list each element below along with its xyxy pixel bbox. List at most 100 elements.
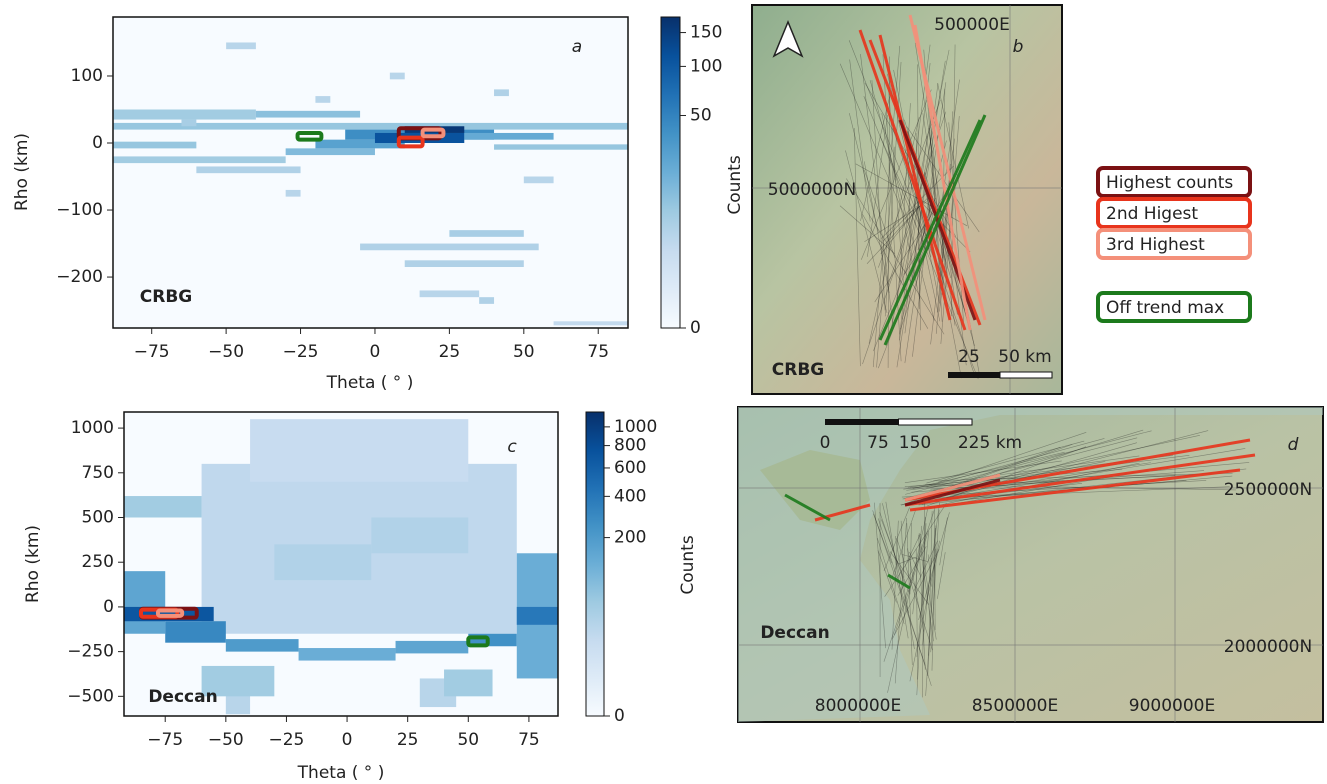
coast-land <box>760 450 870 530</box>
lineament <box>862 205 917 365</box>
lineament <box>926 440 1085 484</box>
lineament <box>878 99 941 268</box>
lineament <box>894 517 908 684</box>
x-tick-label: −75 <box>147 730 183 750</box>
colorbar-tick-label: 0 <box>690 318 701 338</box>
map-grid-label: 2500000N <box>1224 480 1312 500</box>
heatmap-cell <box>419 290 480 298</box>
heatmap-cell <box>250 419 469 482</box>
lineament <box>905 430 1152 495</box>
legend-label: Highest counts <box>1106 173 1233 193</box>
highlighted-lineament <box>883 114 987 346</box>
lineament <box>880 201 924 255</box>
y-tick-label: 0 <box>103 597 114 617</box>
y-tick-label: 0 <box>92 133 103 153</box>
lineament <box>925 502 940 605</box>
lineament <box>926 438 1105 487</box>
lineament <box>892 509 916 577</box>
lineament <box>928 128 943 259</box>
lineament <box>916 530 930 657</box>
scale-bar-black <box>948 372 1000 378</box>
lineament <box>846 178 945 335</box>
scale-bar-label: 50 km <box>998 347 1051 367</box>
highlight-box <box>295 130 324 142</box>
lineament <box>930 509 940 653</box>
lineament <box>892 548 940 639</box>
lineament <box>939 517 948 566</box>
lineament <box>876 146 896 368</box>
lineament <box>915 196 971 253</box>
lineament <box>921 442 1138 505</box>
x-tick-label: 50 <box>513 342 535 362</box>
lineament <box>930 138 955 345</box>
lineament <box>896 537 933 651</box>
heatmap-cell <box>255 110 361 118</box>
lineament <box>901 480 1207 498</box>
lineament <box>860 96 890 222</box>
lineament <box>927 199 962 379</box>
lineament <box>937 83 969 229</box>
heatmap-cell <box>274 544 372 581</box>
heatmap-cell <box>124 496 202 518</box>
lineament <box>871 80 886 311</box>
lineament <box>867 114 888 257</box>
legend-box <box>1096 197 1252 229</box>
lineament <box>933 430 1209 502</box>
lineament <box>904 460 1062 483</box>
lineament <box>873 513 893 564</box>
lineament <box>849 113 879 233</box>
highlighted-lineament <box>858 29 967 331</box>
highlighted-lineament <box>904 453 1256 507</box>
lineament <box>866 197 928 264</box>
x-axis-label: Theta ( ° ) <box>297 763 385 783</box>
lineament <box>922 517 926 606</box>
legend: Highest counts 2nd Higest 3rd Highest Off t… <box>1096 166 1252 323</box>
highlight-box <box>420 127 446 139</box>
highlighted-lineament <box>887 573 911 590</box>
lineament <box>907 548 924 632</box>
lineament <box>915 548 918 680</box>
lineament <box>940 116 960 344</box>
lineament <box>860 89 932 260</box>
lineament <box>891 520 899 650</box>
lineament <box>899 103 911 283</box>
y-tick-label: −250 <box>67 642 114 662</box>
panel-label: a <box>572 37 582 57</box>
lineament <box>907 455 1140 488</box>
lineament <box>945 200 967 366</box>
lineament <box>922 557 932 645</box>
lineament <box>928 511 933 656</box>
cells <box>113 42 628 326</box>
y-tick-label: −100 <box>56 200 103 220</box>
highlighted-lineament <box>913 24 972 331</box>
lineament <box>925 548 936 696</box>
lineament <box>860 54 894 324</box>
lineament <box>839 205 895 254</box>
highlight-box <box>155 608 185 618</box>
heatmap-cell <box>553 321 628 326</box>
heatmap-cell <box>181 119 197 127</box>
heatmap-cell <box>201 665 275 697</box>
lineament <box>904 468 1123 487</box>
scale-bar-label: 225 km <box>958 433 1022 453</box>
lineament <box>845 150 888 314</box>
heatmap-cell <box>523 176 554 184</box>
map-grid-label: 9000000E <box>1129 696 1215 716</box>
x-tick-label: 75 <box>587 342 609 362</box>
legend-box <box>1096 228 1252 260</box>
heatmap-cell <box>516 606 558 625</box>
lineament <box>906 533 921 564</box>
colorbar-label: Counts <box>678 535 698 594</box>
heatmap-cell <box>196 166 301 174</box>
lineament <box>927 554 932 587</box>
colorbar-tick-label: 0 <box>614 706 625 726</box>
heatmap-cell <box>113 109 256 120</box>
heatmap-cell <box>226 42 256 50</box>
heatmap-cell <box>389 72 405 80</box>
y-tick-label: 750 <box>82 463 114 483</box>
lineament <box>877 537 905 625</box>
heatmap-cell <box>371 517 469 554</box>
lineament <box>911 470 1205 493</box>
panel-annotation: Deccan <box>148 687 217 707</box>
plot-frame <box>123 411 559 717</box>
